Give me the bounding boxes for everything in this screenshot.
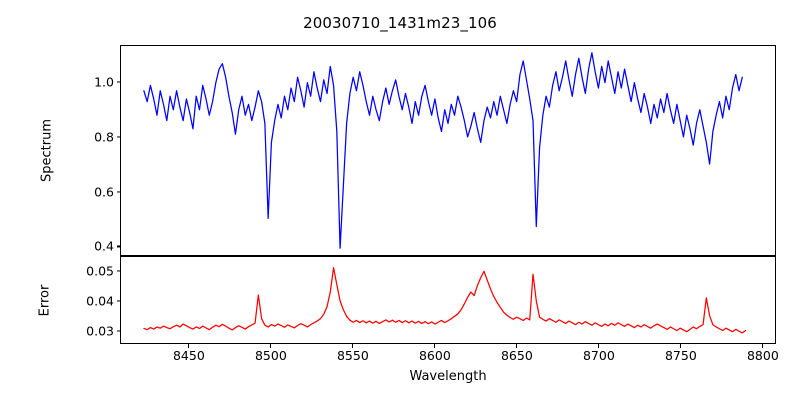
error-axes (120, 256, 776, 344)
x-tick-label: 8500 (254, 348, 287, 363)
x-tick-label: 8450 (172, 348, 205, 363)
x-tick-mark (434, 344, 436, 348)
spectrum-line-plot (121, 46, 775, 255)
spectrum-series (144, 53, 742, 248)
error-y-tick-label: 0.03 (86, 323, 114, 339)
x-tick-mark (598, 344, 600, 348)
x-tick-label: 8550 (336, 348, 369, 363)
x-tick-label: 8700 (582, 348, 615, 363)
x-tick-mark (516, 344, 518, 348)
x-axis-title: Wavelength (409, 369, 487, 384)
spectrum-y-tick-mark (116, 136, 120, 138)
error-y-tick-mark (116, 330, 120, 332)
x-tick-mark (352, 344, 354, 348)
error-y-axis-title: Error (37, 284, 53, 317)
spectrum-y-tick-mark (116, 245, 120, 247)
spectrum-y-tick-label: 0.4 (94, 238, 114, 254)
error-line-plot (121, 257, 775, 343)
spectrum-y-axis-title: Spectrum (39, 119, 55, 182)
spectrum-y-tick-label: 0.6 (94, 184, 114, 200)
x-tick-label: 8750 (664, 348, 697, 363)
x-tick-label: 8650 (500, 348, 533, 363)
error-y-tick-label: 0.05 (86, 263, 114, 279)
figure-title: 20030710_1431m23_106 (303, 14, 497, 32)
x-tick-mark (762, 344, 764, 348)
x-tick-label: 8600 (418, 348, 451, 363)
spectrum-y-tick-label: 1.0 (94, 74, 114, 90)
x-tick-mark (680, 344, 682, 348)
x-tick-mark (270, 344, 272, 348)
spectrum-y-tick-mark (116, 81, 120, 83)
x-tick-mark (188, 344, 190, 348)
error-y-tick-mark (116, 300, 120, 302)
spectrum-y-tick-label: 0.8 (94, 129, 114, 145)
error-y-tick-mark (116, 270, 120, 272)
spectrum-y-tick-mark (116, 191, 120, 193)
error-y-tick-label: 0.04 (86, 293, 114, 309)
spectrum-axes (120, 45, 776, 256)
x-tick-label: 8800 (746, 348, 779, 363)
error-series (144, 268, 746, 333)
